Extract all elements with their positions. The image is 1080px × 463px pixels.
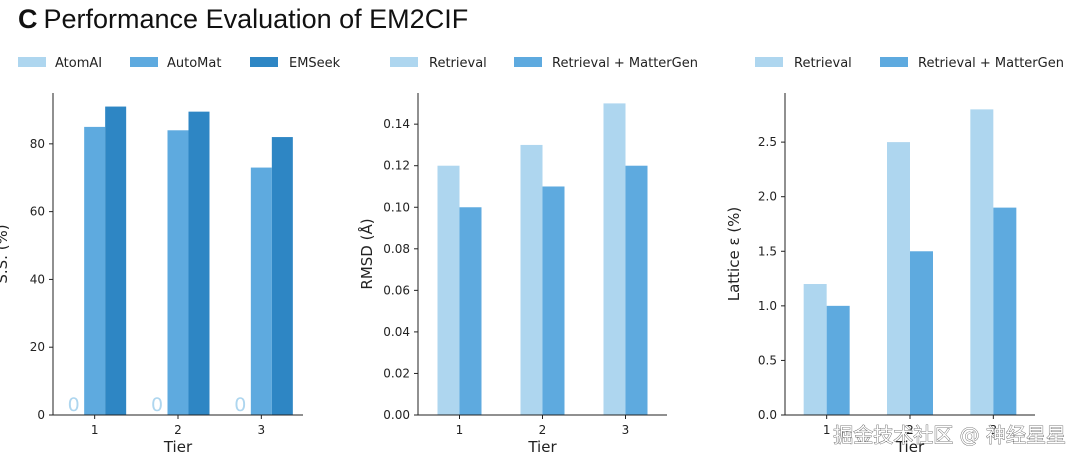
bar — [625, 165, 648, 415]
bar — [826, 305, 850, 415]
bar — [437, 165, 460, 415]
chart-panel-3: Retrieval Retrieval + MatterGen 1 2 3 0.0 0.5 1… — [725, 56, 1064, 456]
y-tick-label: 40 — [30, 272, 45, 286]
bar — [910, 251, 933, 415]
x-axis-label: Tier — [527, 438, 557, 456]
bar — [970, 109, 994, 416]
y-tick-label: 0.14 — [383, 117, 410, 131]
bar — [459, 207, 482, 415]
bar — [542, 186, 565, 415]
x-tick-label: 1 — [456, 423, 464, 437]
x-tick-label: 2 — [174, 423, 182, 437]
y-tick-label: 0.12 — [383, 159, 410, 173]
legend-label: AtomAI — [55, 56, 102, 71]
x-tick-label: 3 — [622, 423, 630, 437]
y-tick-label: 0.08 — [383, 242, 410, 256]
legend-label: Retrieval — [429, 56, 487, 71]
y-tick-label: 0.06 — [383, 283, 410, 297]
y-tick-label: 20 — [30, 340, 45, 354]
legend-swatch — [514, 57, 542, 67]
legend-swatch — [18, 57, 46, 67]
x-axis-label: Tier — [163, 438, 193, 456]
y-tick-label: 1.0 — [758, 299, 777, 313]
y-axis-label: RMSD (Å) — [357, 218, 376, 289]
y-axis-label: Lattice ε (%) — [725, 207, 743, 302]
bar — [188, 111, 210, 416]
legend-label: Retrieval + MatterGen — [552, 56, 698, 71]
x-tick-label: 1 — [823, 423, 831, 437]
y-tick-label: 0.5 — [758, 353, 777, 367]
y-tick-label: 60 — [30, 205, 45, 219]
bar-value-label: 0 — [234, 394, 246, 416]
bar — [250, 167, 272, 415]
legend-label: EMSeek — [289, 56, 341, 71]
bar — [105, 106, 127, 415]
x-tick-label: 2 — [539, 423, 547, 437]
x-tick-label: 3 — [990, 423, 998, 437]
y-tick-label: 0 — [37, 408, 45, 422]
x-axis-label: Tier — [895, 438, 925, 456]
x-tick-label: 3 — [258, 423, 266, 437]
legend-swatch — [130, 57, 158, 67]
y-tick-label: 0.0 — [758, 408, 777, 422]
figure-title-text: Performance Evaluation of EM2CIF — [43, 4, 469, 34]
y-tick-label: 0.10 — [383, 200, 410, 214]
legend-swatch — [755, 57, 783, 67]
bar — [520, 144, 543, 415]
legend-label: Retrieval — [794, 56, 852, 71]
bar — [84, 126, 106, 415]
bar — [887, 142, 910, 415]
bar — [271, 137, 293, 415]
x-tick-label: 2 — [906, 423, 914, 437]
y-tick-label: 2.5 — [758, 135, 777, 149]
chart-panel-1: AtomAI AutoMat EMSeek010203020406080TierS.… — [0, 56, 341, 456]
y-tick-label: 1.5 — [758, 244, 777, 258]
bar — [803, 284, 827, 415]
bar-value-label: 0 — [151, 394, 163, 416]
y-tick-label: 80 — [30, 137, 45, 151]
legend-label: AutoMat — [167, 56, 221, 71]
panel-letter: C — [18, 4, 38, 34]
bar — [993, 207, 1017, 415]
y-tick-label: 0.02 — [383, 366, 410, 380]
watermark: 掘金技术社区 @ 神经星星 — [833, 423, 1066, 447]
bar-value-label: 0 — [68, 394, 80, 416]
chart-panel-2: Retrieval Retrieval + MatterGen 1 2 3 0.00 0.0… — [357, 56, 698, 456]
legend-label: Retrieval + MatterGen — [918, 56, 1064, 71]
legend-swatch — [390, 57, 418, 67]
legend-swatch — [250, 57, 278, 67]
figure-title: C Performance Evaluation of EM2CIF — [18, 4, 468, 35]
y-tick-label: 0.04 — [383, 325, 410, 339]
legend-swatch — [880, 57, 908, 67]
y-tick-label: 2.0 — [758, 190, 777, 204]
bar — [167, 130, 189, 415]
y-tick-label: 0.00 — [383, 408, 410, 422]
bar — [603, 103, 626, 416]
y-axis-label: S.S. (%) — [0, 224, 11, 283]
x-tick-label: 1 — [91, 423, 99, 437]
